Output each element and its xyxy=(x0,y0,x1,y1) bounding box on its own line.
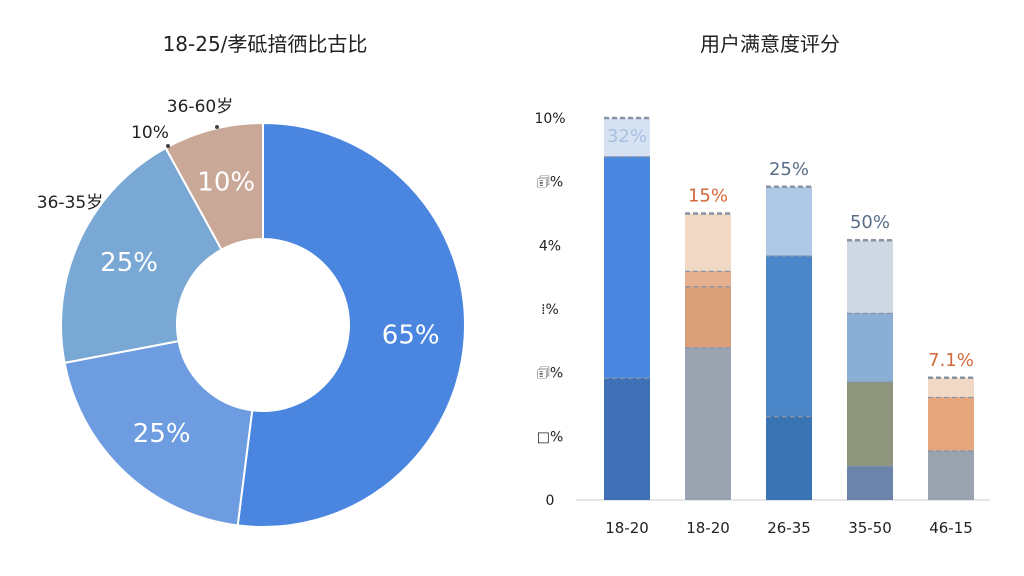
y-tick-label: ⁞% xyxy=(541,302,559,318)
bar-value-label: 7.1% xyxy=(928,350,974,371)
x-category-label: 18-20 xyxy=(605,519,649,537)
bar-segment xyxy=(766,255,812,416)
bar-segment xyxy=(928,396,974,451)
x-category-label: 18-20 xyxy=(686,519,730,537)
bar-chart-panel: 用户满意度评分 10% 🗊% 4% ⁞% 🗊% □% 0 32% 18-20 15% 18-20 25… xyxy=(520,0,1024,576)
bar-value-label: 25% xyxy=(769,159,809,180)
donut-chart-panel: 18-25/孝砥揞徆比古比 65% 25% 25% 10% 36-60岁 10% 36-35… xyxy=(37,32,466,528)
y-tick-label: □% xyxy=(537,429,564,445)
bar-segment xyxy=(928,450,974,500)
x-category-label: 26-35 xyxy=(767,519,811,537)
y-tick-label: 4% xyxy=(539,238,561,254)
outer-label: 36-35岁 xyxy=(37,193,103,213)
y-tick-label: 10% xyxy=(534,111,565,127)
bar-chart-title: 用户满意度评分 xyxy=(700,32,840,56)
bar-segment xyxy=(685,347,731,500)
x-category-label: 35-50 xyxy=(848,519,892,537)
bar-segment xyxy=(847,381,893,466)
bar-segment xyxy=(847,465,893,500)
donut-slice xyxy=(164,121,264,251)
bar-value-label: 50% xyxy=(850,212,890,233)
bar-segment xyxy=(604,156,650,378)
outer-label: 10% xyxy=(131,123,169,143)
bar-segment xyxy=(847,240,893,313)
x-category-label: 46-15 xyxy=(929,519,973,537)
donut-chart: 65% 25% 25% 10% 36-60岁 10% 36-35岁 xyxy=(37,97,466,528)
stacked-bar-chart: 10% 🗊% 4% ⁞% 🗊% □% 0 32% 18-20 15% 18-20 25% 26-35 50… xyxy=(534,111,990,537)
bar-value-label: 32% xyxy=(607,126,647,147)
bar-segment xyxy=(847,312,893,382)
slice-label: 25% xyxy=(100,248,158,278)
bar-segment xyxy=(928,377,974,397)
y-tick-label: 🗊% xyxy=(537,175,563,191)
outer-label: 36-60岁 xyxy=(167,97,233,117)
donut-slice xyxy=(63,339,254,527)
donut-chart-title: 18-25/孝砥揞徆比古比 xyxy=(162,32,368,56)
bar-segment xyxy=(766,186,812,256)
bar-segment xyxy=(604,377,650,500)
y-tick-label: 0 xyxy=(546,493,555,509)
bar-segment xyxy=(685,213,731,271)
bar-segment xyxy=(766,415,812,500)
slice-label: 65% xyxy=(382,320,440,350)
bar-segment xyxy=(604,118,650,157)
leader-dot xyxy=(166,144,170,148)
bar-segment xyxy=(685,270,731,287)
bar-value-label: 15% xyxy=(688,186,728,207)
bar-segment xyxy=(685,286,731,348)
leader-dot xyxy=(215,125,219,129)
donut-slice xyxy=(236,121,466,528)
donut-slice xyxy=(60,146,223,365)
slice-label: 25% xyxy=(133,419,191,449)
y-tick-label: 🗊% xyxy=(537,366,563,382)
slice-label: 10% xyxy=(197,168,255,198)
